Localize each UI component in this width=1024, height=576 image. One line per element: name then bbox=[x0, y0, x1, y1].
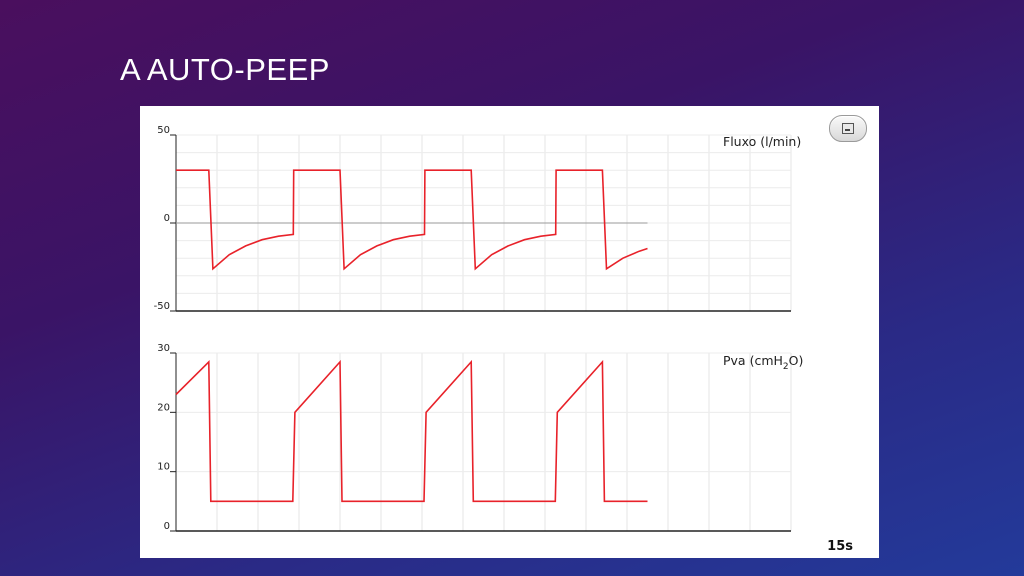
chart-panel: 50 0 -50 Fluxo (l/min) 30 20 10 0 Pva (cmH2O) 15s bbox=[140, 106, 879, 558]
waveform-charts: 50 0 -50 Fluxo (l/min) 30 20 10 0 Pva (cmH2O) 15s bbox=[154, 125, 854, 554]
minimize-icon bbox=[842, 123, 854, 134]
y-tick-label: -50 bbox=[154, 301, 170, 312]
y-tick-label: 0 bbox=[164, 521, 170, 532]
chart-title: Pva (cmH2O) bbox=[723, 353, 803, 372]
slide-title: A AUTO-PEEP bbox=[120, 52, 330, 87]
chart-title-part: O) bbox=[789, 353, 804, 368]
chart-title-part: Pva (cmH bbox=[723, 353, 783, 368]
y-tick-label: 10 bbox=[157, 462, 170, 473]
time-scale-label: 15s bbox=[827, 539, 853, 554]
y-tick-label: 30 bbox=[157, 343, 170, 354]
y-tick-label: 0 bbox=[164, 213, 170, 224]
y-tick-label: 50 bbox=[157, 125, 170, 136]
chart-title: Fluxo (l/min) bbox=[723, 134, 801, 149]
chart-1: 50 0 -50 Fluxo (l/min) bbox=[154, 125, 802, 312]
y-tick-label: 20 bbox=[157, 402, 170, 413]
series-line bbox=[175, 359, 648, 503]
chart-title-subscript: 2 bbox=[783, 362, 789, 372]
minimize-button[interactable] bbox=[829, 115, 867, 142]
series-line bbox=[176, 169, 648, 271]
chart-2: 30 20 10 0 Pva (cmH2O) bbox=[157, 343, 803, 532]
